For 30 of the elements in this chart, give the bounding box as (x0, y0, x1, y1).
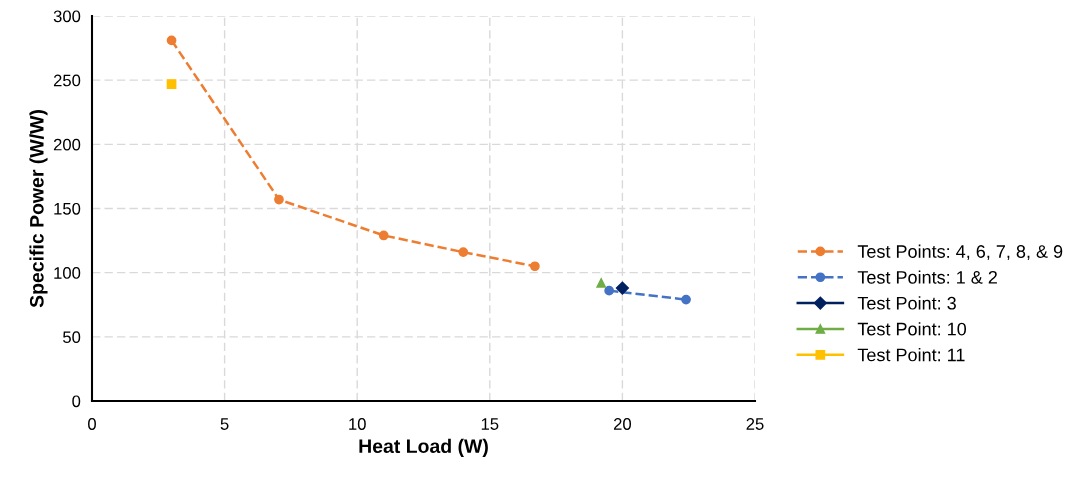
x-tick-label: 25 (746, 418, 764, 430)
point (604, 285, 615, 296)
y-tick-label: 300 (53, 10, 81, 23)
x-axis-title: Heat Load (W) (359, 438, 488, 457)
y-tick-label: 200 (53, 138, 81, 151)
y-tick-label: 100 (54, 267, 81, 279)
point (378, 230, 389, 241)
x-tick-label: 5 (220, 418, 229, 430)
point (166, 35, 177, 46)
legend-label: Test Point: 11 (857, 348, 965, 362)
legend-label: Test Point: 10 (857, 322, 967, 336)
point (615, 281, 629, 295)
y-tick-label: 250 (53, 74, 81, 87)
y-tick-label: 50 (63, 331, 81, 344)
y-axis-title: Specific Power (W/W) (29, 110, 48, 308)
point (596, 278, 607, 288)
point (166, 79, 177, 89)
x-tick-label: 15 (481, 418, 499, 430)
x-tick-label: 10 (349, 418, 366, 430)
y-tick-label: 0 (72, 395, 81, 408)
point (530, 261, 540, 272)
point (458, 247, 469, 257)
x-tick-label: 0 (88, 418, 96, 430)
x-tick-label: 20 (613, 418, 632, 430)
point (681, 294, 691, 305)
legend-label: Test Points: 1 & 2 (857, 270, 997, 284)
point (274, 194, 284, 205)
legend-label: Test Point: 3 (857, 296, 956, 310)
legend-label: Test Points: 4, 6, 7, 8, & 9 (857, 244, 1063, 261)
y-tick-label: 150 (54, 202, 81, 215)
